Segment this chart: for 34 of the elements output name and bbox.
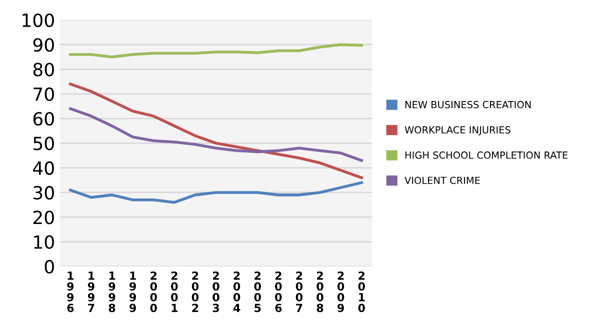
y-tick-label: 50 [34, 136, 54, 150]
x-tick-label: 2001 [171, 271, 178, 312]
x-tick-label: 1996 [67, 272, 74, 312]
line-series [69, 181, 363, 204]
x-tick-label: 2009 [337, 271, 344, 312]
y-tick-label: 40 [33, 161, 54, 175]
y-tick-label: 30 [34, 186, 54, 200]
legend-label: NEW BUSINESS CREATION [405, 100, 531, 108]
x-tick-label: 2004 [233, 271, 240, 312]
x-tick-label: 2007 [296, 271, 303, 312]
x-tick-label: 2000 [150, 271, 157, 312]
legend-label: HIGH SCHOOL COMPLETION RATE [405, 151, 568, 159]
y-tick-label: 100 [22, 13, 54, 28]
x-tick-label: 1999 [130, 272, 136, 312]
legend-label: VIOLENT CRIME [404, 176, 480, 184]
x-tick-label: 2010 [358, 271, 365, 312]
x-tick-label: 2006 [275, 271, 282, 312]
line-series [69, 43, 363, 58]
y-tick-label: 70 [34, 87, 54, 102]
x-tick-label: 2002 [192, 271, 199, 312]
y-tick-label: 80 [33, 62, 54, 76]
line-series [69, 107, 363, 162]
y-tick-label: 90 [33, 38, 54, 52]
legend-label: WORKPLACE INJURIES [404, 126, 510, 136]
y-tick-label: 10 [34, 235, 54, 249]
x-tick-label: 1997 [88, 272, 94, 312]
line-series [69, 82, 363, 180]
y-tick-label: 20 [33, 210, 54, 224]
y-tick-label: 0 [44, 260, 54, 274]
x-tick-label: 2003 [212, 271, 220, 312]
x-tick-label: 2008 [316, 271, 324, 312]
y-tick-label: 60 [33, 112, 54, 126]
x-tick-label: 2005 [254, 271, 261, 312]
x-tick-label: 1998 [108, 272, 116, 312]
